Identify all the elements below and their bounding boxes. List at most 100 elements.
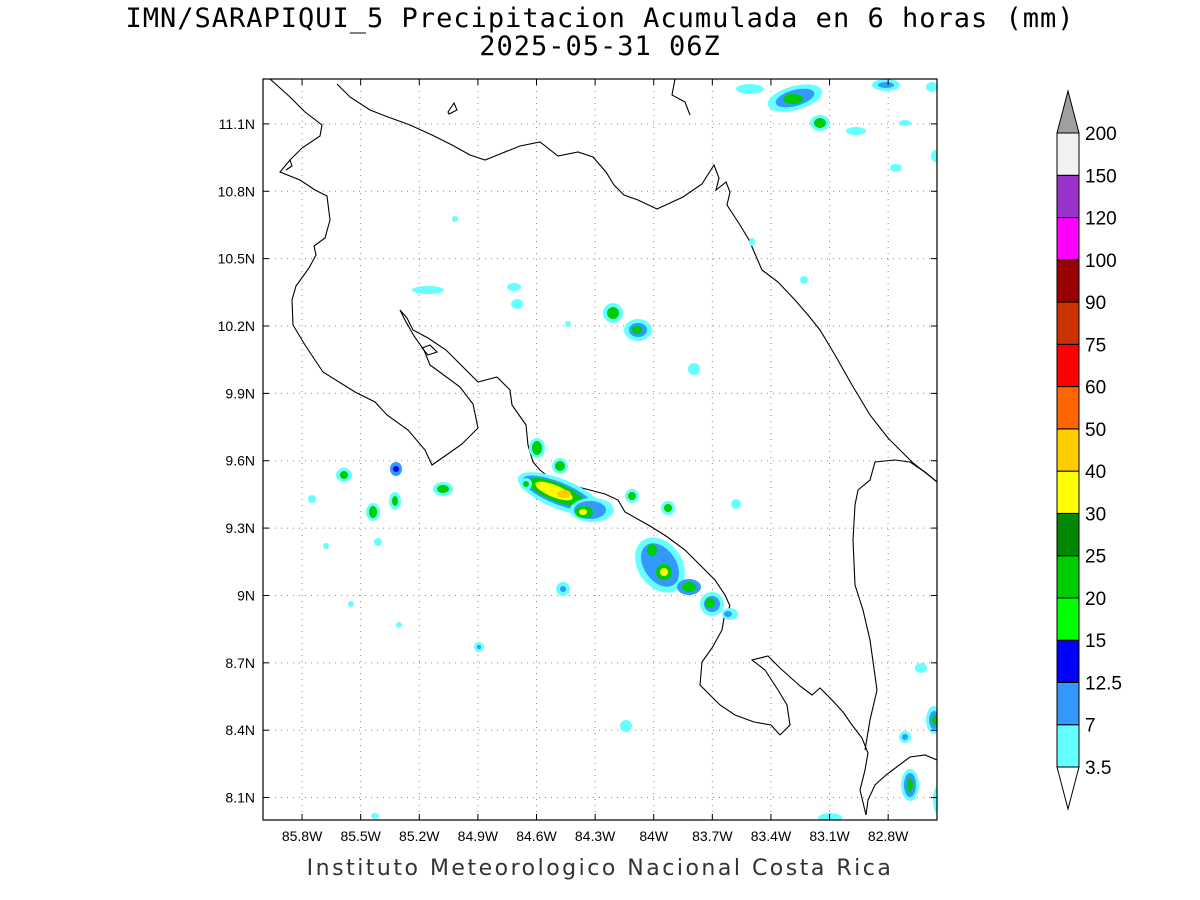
precip-3-5 [412, 286, 444, 294]
precip-3-5 [800, 276, 808, 284]
precip-7 [560, 586, 566, 592]
precip-3-5 [452, 216, 458, 222]
lon-tick-label: 85.5W [340, 828, 381, 844]
colorbar-level-label: 30 [1085, 504, 1106, 525]
colorbar-swatch [1056, 428, 1080, 472]
colorbar-level-label: 120 [1085, 209, 1117, 230]
precip-3-5 [396, 622, 402, 628]
lat-tick-label: 8.4N [225, 722, 255, 738]
colorbar-level-label: 90 [1085, 293, 1106, 314]
precip-20 [814, 118, 826, 128]
precip-3-5 [749, 238, 755, 246]
lon-tick-label: 83.7W [692, 828, 733, 844]
colorbar-level-label: 50 [1085, 420, 1106, 441]
lat-tick-label: 10.5N [218, 251, 255, 267]
precip-20 [523, 481, 529, 487]
nicaragua-border-north [269, 79, 479, 466]
precip-3-5 [736, 84, 764, 94]
colorbar-level-label: 100 [1085, 251, 1117, 272]
precip-7 [724, 611, 732, 617]
lon-tick-label: 85.8W [282, 828, 323, 844]
colorbar-swatch [1056, 174, 1080, 219]
precip-20 [664, 504, 672, 512]
lat-tick-label: 9.3N [225, 520, 255, 536]
colorbar-level-label: 200 [1085, 124, 1117, 145]
nicoya-gulf-coast [399, 309, 781, 736]
lon-tick-label: 85.2W [399, 828, 440, 844]
lat-tick-label: 9.9N [225, 385, 255, 401]
precip-20 [607, 307, 619, 319]
precip-3-5 [374, 538, 382, 546]
precip-20 [555, 461, 565, 471]
osa-peninsula [750, 655, 869, 816]
lat-tick-label: 8.7N [225, 655, 255, 671]
lat-tick-label: 10.2N [218, 318, 255, 334]
precip-7 [902, 734, 908, 740]
colorbar-swatch [1056, 386, 1080, 430]
precip-3-5 [323, 543, 329, 549]
precip-3-5 [926, 82, 937, 92]
gulf-island [421, 344, 439, 356]
lon-tick-label: 84W [639, 828, 669, 844]
precip-20 [532, 441, 542, 455]
colorbar-level-label: 25 [1085, 547, 1106, 568]
colorbar-level-label: 12.5 [1085, 673, 1122, 694]
colorbar-swatch [1056, 724, 1080, 768]
colorbar-swatch [1056, 259, 1080, 303]
north-coast-small [285, 159, 293, 171]
lon-tick-label: 83.1W [809, 828, 850, 844]
precip-12-5 [393, 466, 399, 472]
colorbar-level-label: 60 [1085, 378, 1106, 399]
precip-20 [369, 506, 377, 518]
precip-20 [682, 582, 696, 592]
precip-3-5 [507, 283, 521, 291]
precip-3-5 [308, 495, 316, 503]
precip-3-5 [511, 299, 523, 309]
precip-20 [340, 471, 348, 479]
lat-tick-label: 11.1N [219, 116, 255, 132]
colorbar-top-arrow [1056, 89, 1080, 134]
precip-3-5 [565, 321, 571, 327]
colorbar-swatch [1056, 597, 1080, 641]
colorbar-bottom-arrow [1056, 766, 1080, 811]
precip-3-5 [890, 164, 902, 172]
colorbar-level-label: 40 [1085, 462, 1106, 483]
colorbar-swatch [1056, 681, 1080, 726]
precip-3-5 [846, 127, 866, 135]
colorbar-swatch [1056, 639, 1080, 683]
lake-island [447, 101, 458, 115]
latitude-axis: 11.1N 10.8N 10.5N 10.2N 9.9N 9.6N 9.3N 9N 8.7N 8.… [218, 116, 937, 806]
colorbar-swatch [1056, 132, 1080, 176]
lon-tick-label: 84.9W [458, 828, 499, 844]
precip-3-5 [931, 150, 937, 162]
precip-20 [783, 94, 803, 104]
chart-subtitle: 2025-05-31 06Z [479, 31, 721, 62]
lon-tick-label: 83.4W [751, 828, 792, 844]
lat-tick-label: 10.8N [218, 183, 255, 199]
precip-40 [557, 490, 571, 498]
colorbar-level-label: 7 [1085, 716, 1096, 737]
coastlines [269, 79, 937, 816]
precip-3-5 [620, 720, 632, 732]
precip-3-5 [933, 786, 937, 814]
lat-tick-label: 9N [237, 587, 255, 603]
precip-3-5 [915, 663, 927, 673]
precip-20 [437, 485, 449, 493]
precip-20 [907, 778, 913, 792]
caribbean-coast [671, 79, 691, 116]
colorbar: 3.5 7 12.5 15 20 25 30 40 50 60 75 90 100 120 150 200 [1056, 89, 1122, 811]
colorbar-swatch [1056, 512, 1080, 557]
colorbar-level-label: 3.5 [1085, 758, 1111, 779]
precip-20 [628, 492, 636, 500]
precip-20 [632, 326, 642, 334]
precip-7 [477, 645, 481, 649]
colorbar-swatch [1056, 470, 1080, 514]
precipitation-contours [308, 79, 937, 820]
lat-tick-label: 8.1N [225, 790, 255, 806]
colorbar-swatch [1056, 217, 1080, 261]
chart-title: IMN/SARAPIQUI_5 Precipitacion Acumulada … [125, 3, 1075, 34]
precip-20 [647, 544, 657, 556]
precip-3-5 [688, 363, 700, 375]
precip-20 [932, 715, 937, 725]
